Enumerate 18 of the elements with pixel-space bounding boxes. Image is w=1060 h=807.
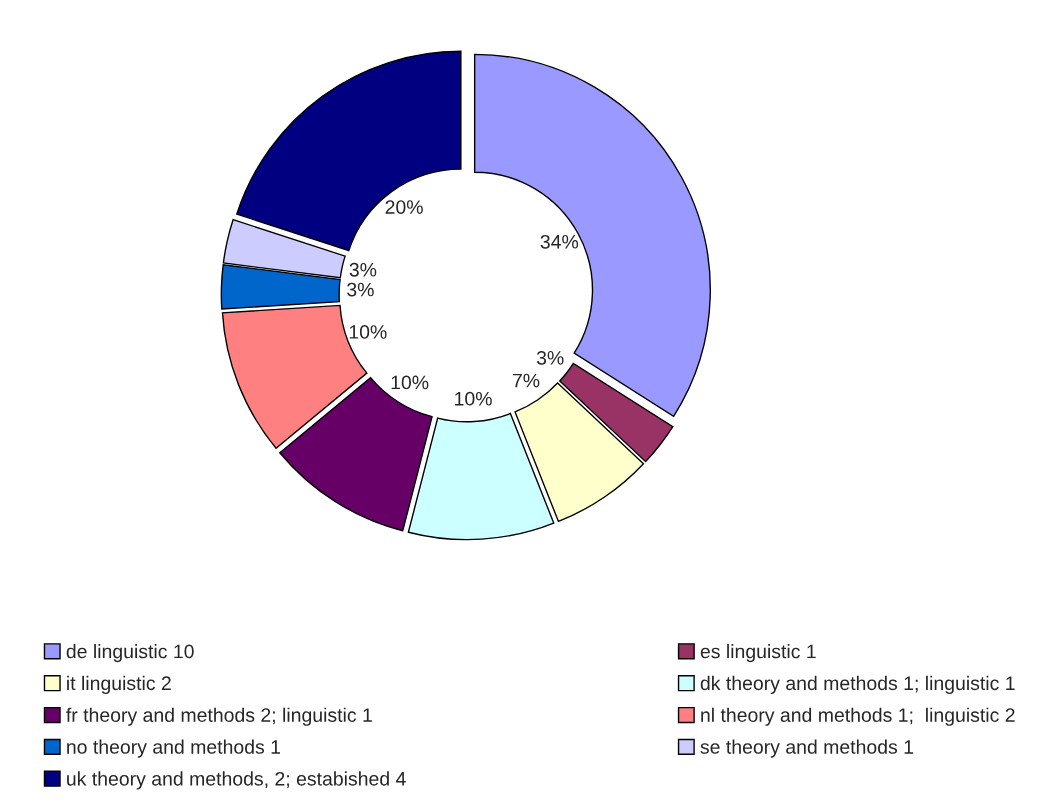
data-label: 20%	[385, 200, 423, 214]
data-label: 3%	[347, 282, 374, 297]
data-label: 10%	[455, 391, 492, 406]
data-label: 3%	[536, 351, 564, 365]
data-label: 3%	[349, 262, 377, 277]
legend-label: es linguistic 1	[700, 644, 816, 663]
legend-label: de linguistic 10	[66, 644, 194, 663]
data-label: 10%	[349, 325, 387, 339]
legend-label: dk theory and methods 1; linguistic 1	[700, 675, 1015, 694]
legend-label: nl theory and methods 1; linguistic 2	[701, 707, 1015, 726]
legend-label: no theory and methods 1	[67, 739, 281, 758]
legend-label: se theory and methods 1	[700, 739, 914, 758]
legend-label: fr theory and methods 2; linguistic 1	[66, 707, 372, 726]
legend-label: uk theory and methods, 2; estabished 4	[67, 771, 406, 790]
data-label: 7%	[512, 373, 540, 388]
data-label: 34%	[540, 234, 579, 249]
legend-label: it linguistic 2	[67, 675, 171, 694]
data-label: 10%	[391, 375, 429, 390]
